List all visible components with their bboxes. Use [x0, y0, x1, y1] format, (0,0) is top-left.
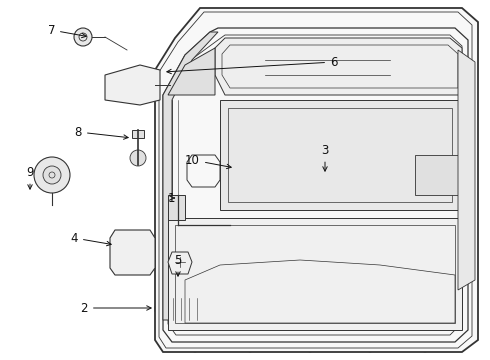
Text: 2: 2 [80, 302, 151, 315]
Polygon shape [163, 32, 218, 320]
Bar [325, 177, 345, 193]
Bar [185, 258, 305, 313]
Polygon shape [215, 38, 462, 95]
Polygon shape [458, 50, 475, 290]
Polygon shape [168, 48, 215, 95]
Text: 10: 10 [185, 153, 231, 168]
Circle shape [130, 150, 146, 166]
Text: 7: 7 [48, 23, 86, 38]
Polygon shape [168, 195, 185, 220]
Bar [360, 72, 400, 82]
Text: 3: 3 [321, 144, 329, 171]
Circle shape [43, 166, 61, 184]
Polygon shape [415, 155, 462, 195]
Polygon shape [168, 252, 192, 274]
Circle shape [252, 167, 288, 203]
Polygon shape [110, 230, 155, 275]
Text: 5: 5 [174, 253, 182, 276]
Circle shape [34, 157, 70, 193]
Polygon shape [168, 218, 462, 330]
Bar [355, 68, 405, 86]
Bar [132, 130, 144, 138]
Polygon shape [155, 8, 478, 352]
Text: 6: 6 [167, 55, 338, 74]
Polygon shape [220, 100, 460, 210]
Text: 8: 8 [74, 126, 128, 139]
Bar [320, 258, 445, 313]
Text: 9: 9 [26, 166, 34, 189]
Text: 1: 1 [168, 192, 175, 204]
Polygon shape [105, 65, 160, 105]
Bar [175, 228, 260, 288]
Circle shape [321, 171, 349, 199]
Circle shape [74, 28, 92, 46]
Bar [275, 228, 450, 288]
Ellipse shape [202, 299, 214, 319]
Bar [340, 300, 370, 315]
Text: 4: 4 [71, 231, 111, 246]
Ellipse shape [155, 298, 171, 320]
Bar [163, 298, 208, 320]
